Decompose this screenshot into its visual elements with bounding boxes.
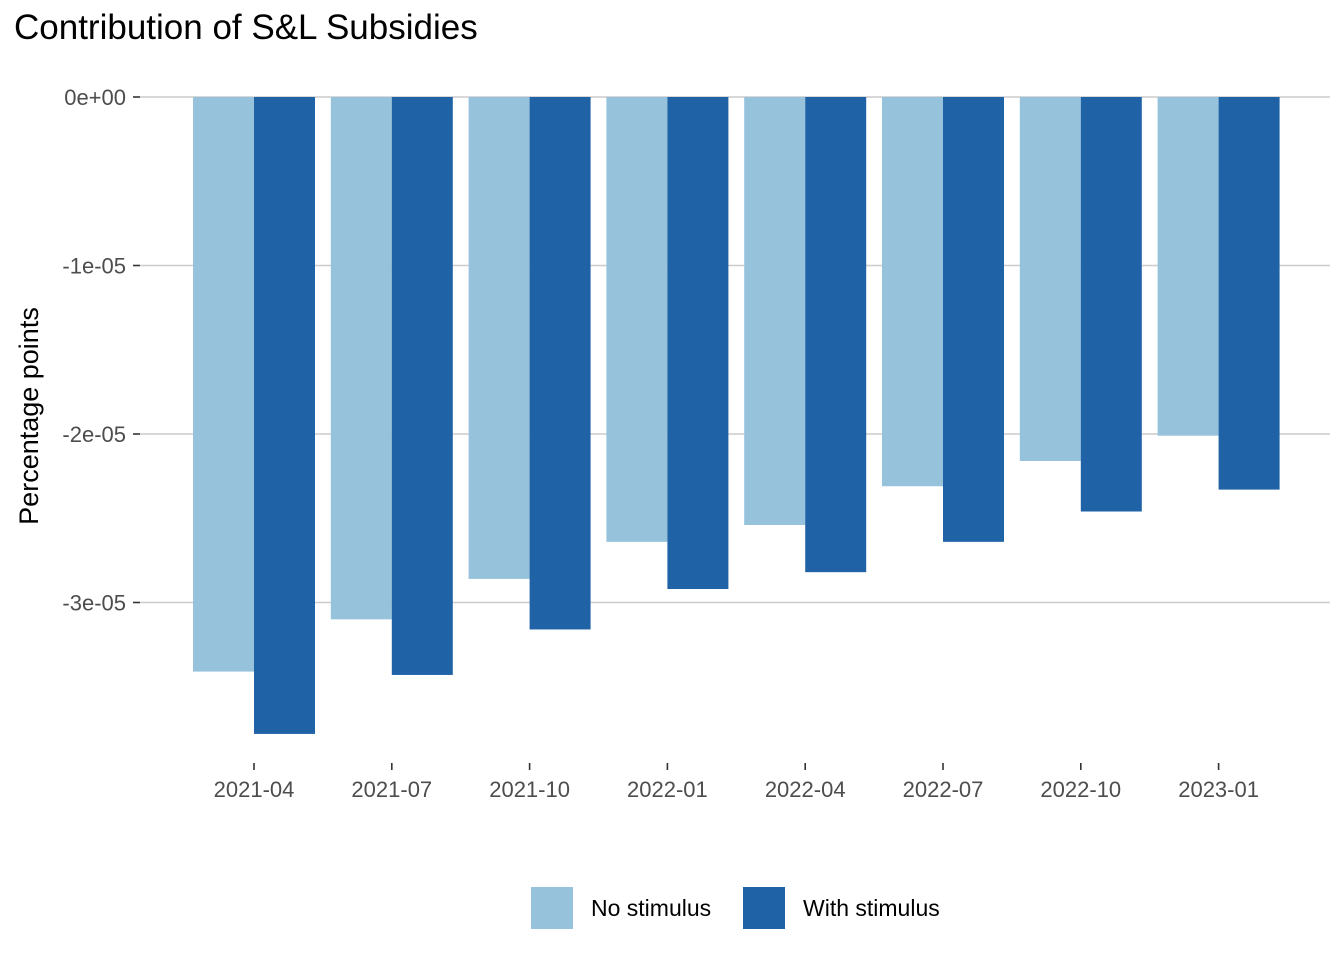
bar-with-stimulus-2022-04 [805, 97, 867, 573]
bar-no-stimulus-2021-04 [193, 97, 254, 672]
bar-no-stimulus-2023-01 [1157, 97, 1219, 436]
x-tick-label: 2021-07 [351, 777, 432, 802]
legend-swatch-no-stimulus [531, 887, 573, 929]
bar-with-stimulus-2021-10 [529, 97, 591, 630]
gridlines [140, 96, 1330, 604]
legend-label-with-stimulus: With stimulus [803, 895, 940, 921]
x-axis: 2021-04 2021-07 2021-10 2022-01 2022-04 2022-… [214, 763, 1259, 802]
bar-with-stimulus-2022-07 [943, 97, 1004, 542]
bar-no-stimulus-2021-07 [330, 97, 392, 620]
legend: No stimulus With stimulus [531, 887, 940, 929]
bar-with-stimulus-2022-10 [1080, 97, 1142, 512]
x-tick-label: 2022-01 [627, 777, 708, 802]
bar-no-stimulus-2022-07 [882, 97, 943, 487]
x-tick-label: 2023-01 [1178, 777, 1259, 802]
y-axis-title: Percentage points [14, 307, 44, 525]
x-tick-label: 2022-04 [765, 777, 846, 802]
legend-swatch-with-stimulus [743, 887, 785, 929]
bar-with-stimulus-2022-01 [667, 97, 729, 590]
bar-with-stimulus-2023-01 [1218, 97, 1280, 490]
bar-no-stimulus-2022-04 [744, 97, 806, 525]
y-tick-label: -2e-05 [62, 422, 126, 447]
bar-no-stimulus-2022-01 [606, 97, 668, 542]
bar-no-stimulus-2021-10 [468, 97, 530, 579]
bars [193, 97, 1280, 734]
bar-no-stimulus-2022-10 [1019, 97, 1081, 461]
y-tick-label: 0e+00 [64, 85, 126, 110]
bar-with-stimulus-2021-07 [391, 97, 453, 675]
y-axis: 0e+00 -1e-05 -2e-05 -3e-05 [62, 85, 140, 616]
x-tick-label: 2021-10 [489, 777, 570, 802]
legend-label-no-stimulus: No stimulus [591, 895, 711, 921]
y-tick-label: -3e-05 [62, 591, 126, 616]
bar-with-stimulus-2021-04 [254, 97, 315, 734]
chart-title: Contribution of S&L Subsidies [14, 8, 478, 47]
x-tick-label: 2021-04 [214, 777, 295, 802]
x-tick-label: 2022-10 [1040, 777, 1121, 802]
x-tick-label: 2022-07 [903, 777, 984, 802]
y-tick-label: -1e-05 [62, 254, 126, 279]
